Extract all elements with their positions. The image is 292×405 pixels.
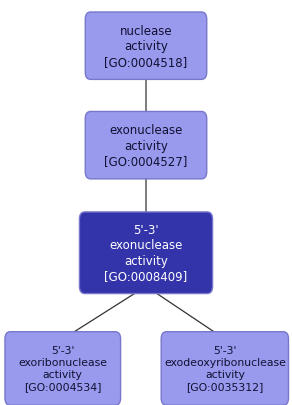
Text: 5'-3'
exoribonuclease
activity
[GO:0004534]: 5'-3' exoribonuclease activity [GO:00045…: [18, 345, 107, 392]
Text: exonuclease
activity
[GO:0004527]: exonuclease activity [GO:0004527]: [104, 124, 188, 168]
Text: 5'-3'
exonuclease
activity
[GO:0008409]: 5'-3' exonuclease activity [GO:0008409]: [104, 224, 188, 283]
Text: 5'-3'
exodeoxyribonuclease
activity
[GO:0035312]: 5'-3' exodeoxyribonuclease activity [GO:…: [164, 345, 286, 392]
FancyBboxPatch shape: [85, 112, 207, 179]
FancyBboxPatch shape: [85, 13, 207, 80]
Text: nuclease
activity
[GO:0004518]: nuclease activity [GO:0004518]: [104, 25, 188, 68]
FancyBboxPatch shape: [161, 332, 288, 405]
FancyBboxPatch shape: [79, 212, 213, 294]
FancyBboxPatch shape: [5, 332, 121, 405]
